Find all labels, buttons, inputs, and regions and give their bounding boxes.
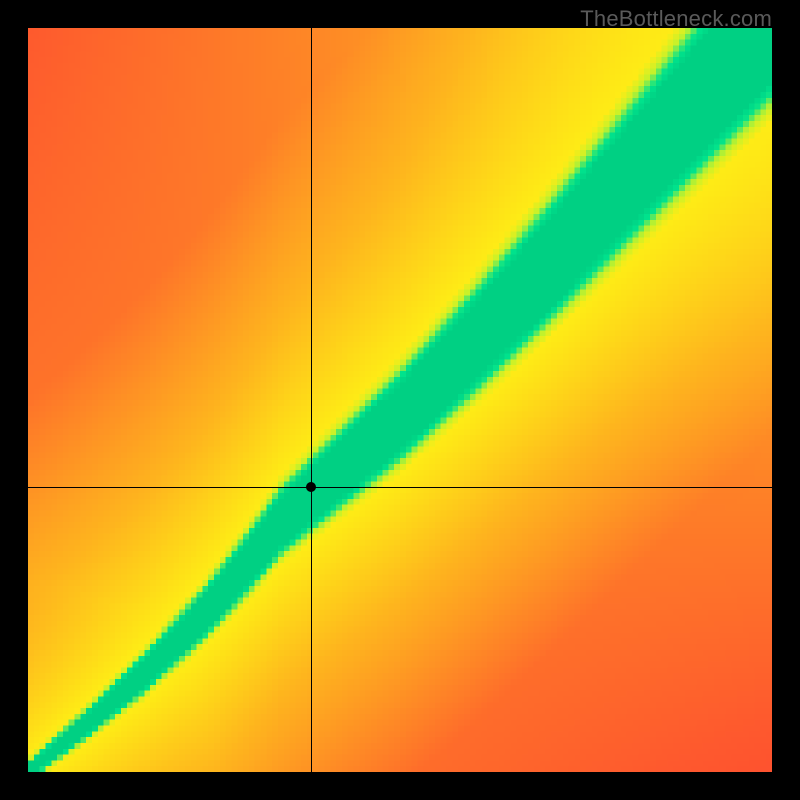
crosshair-horizontal bbox=[28, 487, 772, 488]
crosshair-vertical bbox=[311, 28, 312, 772]
bottleneck-heatmap bbox=[28, 28, 772, 772]
watermark-text: TheBottleneck.com bbox=[580, 6, 772, 32]
chart-frame: TheBottleneck.com bbox=[0, 0, 800, 800]
plot-area bbox=[28, 28, 772, 772]
crosshair-marker bbox=[306, 482, 316, 492]
